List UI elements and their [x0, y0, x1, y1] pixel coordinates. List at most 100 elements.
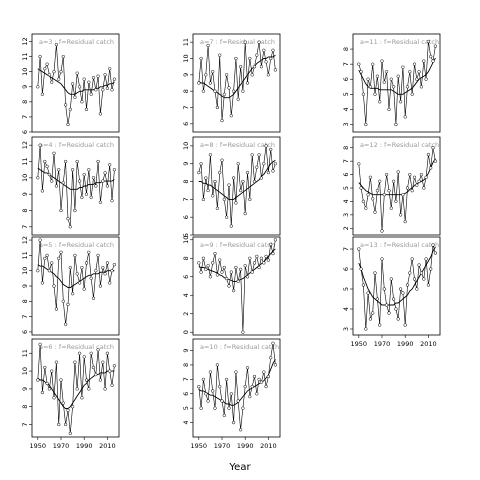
- data-point: [257, 377, 261, 382]
- data-point: [103, 171, 107, 175]
- data-point: [94, 88, 98, 92]
- data-point: [426, 152, 431, 157]
- data-point: [66, 302, 70, 307]
- series-line: [198, 343, 276, 430]
- data-point: [66, 217, 70, 221]
- panel-frame: [352, 236, 441, 336]
- data-point: [252, 65, 257, 69]
- y-tick-label: 7: [21, 115, 29, 119]
- data-point: [96, 348, 100, 352]
- data-point: [50, 369, 54, 373]
- data-point: [245, 275, 250, 279]
- data-point: [63, 103, 68, 107]
- data-point: [231, 420, 236, 425]
- data-point: [403, 323, 407, 327]
- data-point: [75, 272, 79, 276]
- data-point: [112, 262, 117, 267]
- data-point: [264, 144, 268, 148]
- data-point: [89, 92, 93, 96]
- data-point: [89, 351, 93, 355]
- panel-strip-label: a=10 : f=Residual catch: [200, 343, 279, 351]
- data-point: [94, 372, 98, 377]
- data-point: [63, 422, 68, 427]
- data-point: [201, 197, 206, 202]
- panel-strip-label: a=7 : f=Residual catch: [200, 38, 275, 46]
- data-point: [394, 307, 398, 311]
- data-point: [105, 184, 110, 188]
- y-tick-label: 8: [21, 405, 29, 409]
- data-point: [66, 408, 70, 412]
- y-tick-label: 8: [182, 256, 190, 260]
- data-point: [238, 65, 243, 69]
- data-point: [382, 193, 386, 197]
- data-point: [57, 168, 61, 172]
- data-point: [262, 162, 266, 166]
- panel-strip-label: a=5 : f=Residual catch: [39, 241, 114, 249]
- data-point: [110, 199, 114, 203]
- data-point: [359, 186, 363, 190]
- panel-strip-label: a=11 : f=Residual catch: [360, 38, 439, 46]
- y-tick-label: 12: [21, 37, 29, 45]
- data-point: [271, 48, 275, 52]
- data-point: [371, 311, 375, 315]
- data-point: [243, 384, 247, 389]
- data-point: [73, 253, 77, 258]
- y-tick-label: 9: [21, 284, 29, 288]
- data-point: [89, 276, 93, 280]
- panel-a13: a=13 : f=Residual catch 3 4 5 6 7 1950 1970 1990…: [342, 236, 441, 348]
- data-point: [201, 256, 206, 260]
- smooth-line: [198, 54, 276, 99]
- data-point: [220, 270, 224, 274]
- data-point: [105, 351, 110, 355]
- y-tick-label: 2: [182, 312, 190, 316]
- y-tick-label: 5: [182, 406, 190, 410]
- y-tick-label: 9: [182, 348, 190, 352]
- y-tick-label: 7: [182, 377, 190, 381]
- data-point: [403, 115, 407, 119]
- data-point: [415, 183, 419, 187]
- data-point: [412, 175, 417, 179]
- data-point: [103, 387, 107, 391]
- data-point: [77, 179, 82, 183]
- y-tick-label: 5: [342, 92, 350, 96]
- data-point: [422, 277, 426, 281]
- data-point: [105, 261, 110, 265]
- data-point: [36, 176, 40, 180]
- panel-frame: [31, 33, 120, 133]
- y-tick-label: 6: [182, 275, 190, 279]
- data-point: [70, 292, 75, 296]
- y-tick-label: 6: [182, 215, 190, 219]
- data-point: [213, 406, 217, 410]
- data-point: [87, 80, 91, 84]
- data-point: [389, 277, 393, 281]
- data-point: [57, 77, 61, 81]
- data-point: [241, 179, 245, 184]
- data-point: [405, 283, 410, 287]
- data-point: [208, 153, 213, 157]
- y-tick-label: 11: [182, 38, 190, 46]
- y-tick-label: 6: [342, 173, 350, 177]
- data-point: [387, 311, 391, 315]
- data-point: [433, 159, 438, 163]
- data-point: [234, 370, 238, 374]
- data-point: [398, 213, 403, 217]
- data-point: [101, 265, 105, 270]
- data-point: [103, 272, 107, 276]
- data-point: [245, 170, 250, 175]
- data-point: [266, 73, 271, 77]
- y-tick-label: 7: [342, 62, 350, 66]
- data-point: [415, 287, 419, 291]
- y-tick-label: 9: [182, 73, 190, 77]
- panel-frame: [192, 236, 281, 336]
- x-tick-label: 1990: [76, 442, 93, 450]
- data-point: [91, 296, 96, 300]
- y-tick-label: 3: [342, 213, 350, 217]
- x-tick-label: 1970: [374, 340, 391, 348]
- data-point: [45, 164, 49, 169]
- data-point: [361, 92, 366, 96]
- y-tick-label: 9: [182, 162, 190, 166]
- data-point: [255, 53, 259, 57]
- data-point: [273, 363, 278, 367]
- x-tick-label: 1990: [397, 340, 414, 348]
- data-point: [271, 341, 275, 345]
